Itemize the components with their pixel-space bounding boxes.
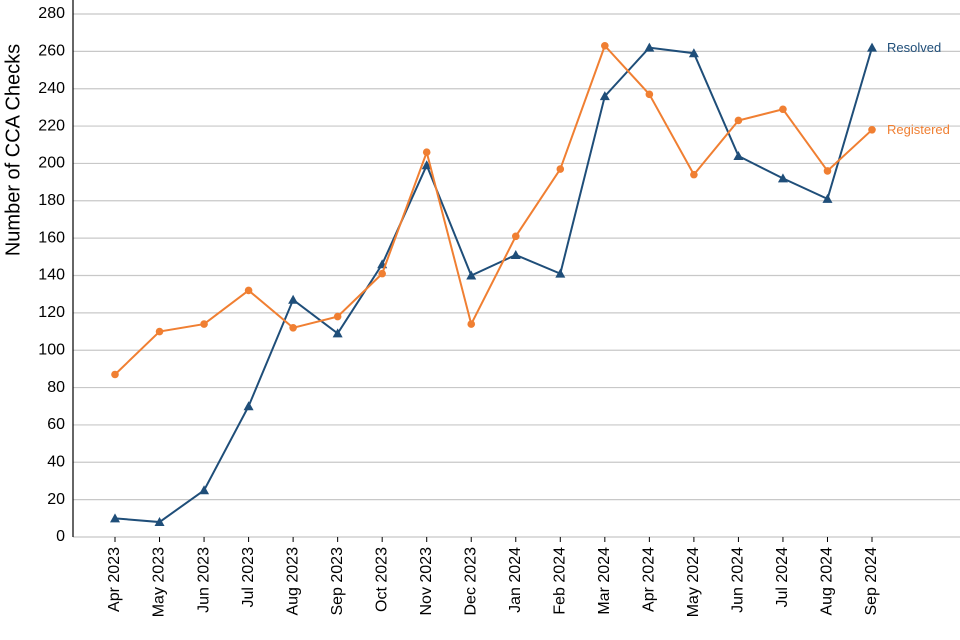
marker (688, 48, 699, 58)
x-tick-label: Aug 2024 (819, 547, 836, 616)
marker (511, 232, 520, 241)
y-tick-label: 140 (38, 267, 65, 284)
y-tick-label: 20 (47, 491, 65, 508)
y-tick-label: 0 (56, 528, 65, 545)
x-tick-label: Dec 2023 (462, 547, 479, 616)
y-tick-label: 160 (38, 229, 65, 246)
y-tick-label: 280 (38, 5, 65, 22)
marker (333, 312, 342, 321)
x-tick-label: Nov 2023 (418, 547, 435, 616)
y-tick-label: 120 (38, 304, 65, 321)
x-tick-label: Sep 2024 (863, 547, 880, 616)
marker (823, 167, 832, 175)
marker (332, 328, 343, 338)
marker (734, 116, 743, 125)
marker (422, 148, 431, 157)
x-tick-label: May 2023 (151, 547, 168, 617)
y-axis-title: Number of CCA Checks (2, 44, 24, 256)
series-line (114, 43, 873, 376)
marker (288, 294, 299, 304)
marker (289, 324, 297, 332)
legend-label: Registered (887, 122, 950, 137)
marker (822, 193, 833, 203)
marker (644, 42, 655, 52)
marker (154, 517, 165, 527)
y-tick-label: 180 (38, 192, 65, 209)
y-tick-label: 100 (38, 341, 65, 358)
marker (510, 249, 521, 259)
marker (779, 105, 787, 114)
marker (466, 270, 477, 280)
marker (868, 126, 876, 134)
marker (601, 41, 609, 50)
marker (556, 165, 565, 173)
x-tick-label: May 2024 (685, 547, 702, 617)
x-tick-label: Apr 2024 (641, 547, 658, 612)
marker (199, 485, 210, 495)
marker (111, 370, 119, 379)
marker (467, 320, 476, 328)
y-tick-label: 200 (38, 155, 65, 172)
x-tick-label: Apr 2023 (106, 547, 123, 612)
marker (244, 286, 253, 295)
y-tick-label: 220 (38, 117, 65, 134)
marker (733, 150, 744, 160)
y-tick-label: 80 (47, 379, 65, 396)
marker (155, 327, 164, 336)
y-tick-label: 40 (47, 454, 65, 471)
marker (867, 42, 878, 52)
marker (645, 90, 654, 99)
x-tick-label: Jul 2023 (240, 547, 257, 608)
series-line (114, 46, 873, 524)
x-tick-label: Jun 2023 (195, 547, 212, 613)
x-tick-label: Aug 2023 (284, 547, 301, 616)
x-tick-label: Jul 2024 (774, 547, 791, 608)
y-tick-label: 60 (47, 416, 65, 433)
x-tick-label: Mar 2024 (596, 547, 613, 615)
marker (421, 160, 432, 170)
marker (378, 269, 386, 278)
x-tick-label: Jun 2024 (730, 547, 747, 613)
marker (777, 173, 788, 183)
y-tick-label: 260 (38, 43, 65, 60)
marker (690, 170, 698, 179)
marker (243, 401, 254, 411)
marker (110, 513, 120, 523)
marker (200, 320, 208, 328)
x-tick-label: Sep 2023 (329, 547, 346, 616)
legend-label: Resolved (887, 40, 941, 55)
x-tick-label: Oct 2023 (373, 547, 390, 612)
x-tick-label: Jan 2024 (507, 547, 524, 613)
x-tick-label: Feb 2024 (552, 547, 569, 615)
marker (555, 268, 566, 278)
y-tick-label: 240 (38, 80, 65, 97)
marker (599, 91, 610, 101)
